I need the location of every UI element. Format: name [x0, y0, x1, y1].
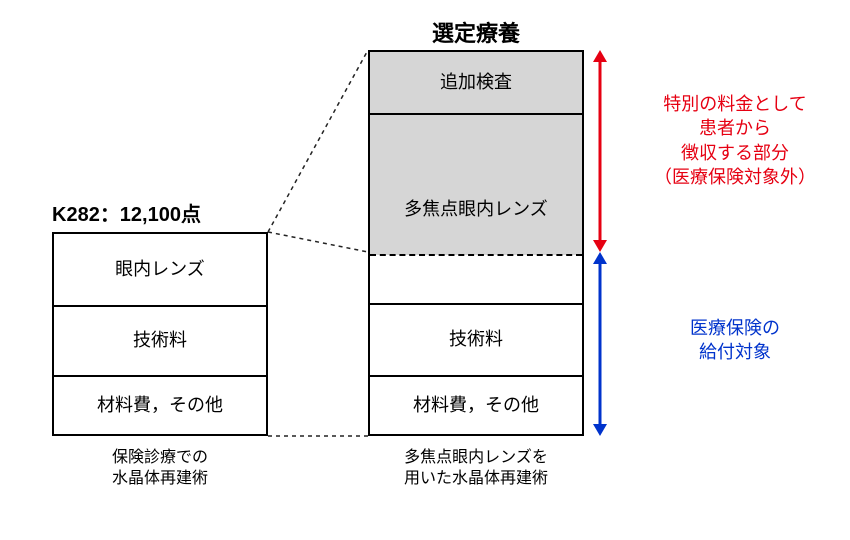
label-extra-fee: 特別の料金として 患者から 徴収する部分 （医療保険対象外）: [630, 92, 840, 189]
diagram-stage: K282：12,100点 選定療養 眼内レンズ技術料材料費，その他 保険診療での…: [0, 0, 850, 540]
right-cell-1-label: 多焦点眼内レンズ: [404, 198, 548, 221]
left-cell-2: 材料費，その他: [54, 375, 266, 434]
right-cell-0: 追加検査: [370, 52, 582, 113]
label-insurance-cover: 医療保険の 給付対象: [630, 316, 840, 365]
right-caption: 多焦点眼内レンズを 用いた水晶体再建術: [368, 448, 584, 490]
right-split-line: [370, 254, 582, 256]
left-cell-1: 技術料: [54, 305, 266, 376]
left-column: 眼内レンズ技術料材料費，その他: [52, 232, 268, 436]
left-header: K282：12,100点: [52, 198, 201, 227]
right-cell-2: 技術料: [370, 303, 582, 374]
right-cell-3: 材料費，その他: [370, 375, 582, 434]
right-cell-1: 多焦点眼内レンズ: [370, 113, 582, 303]
left-cell-0: 眼内レンズ: [54, 234, 266, 305]
left-caption: 保険診療での 水晶体再建術: [52, 448, 268, 490]
right-column: 追加検査多焦点眼内レンズ技術料材料費，その他: [368, 50, 584, 436]
right-header: 選定療養: [368, 16, 584, 48]
